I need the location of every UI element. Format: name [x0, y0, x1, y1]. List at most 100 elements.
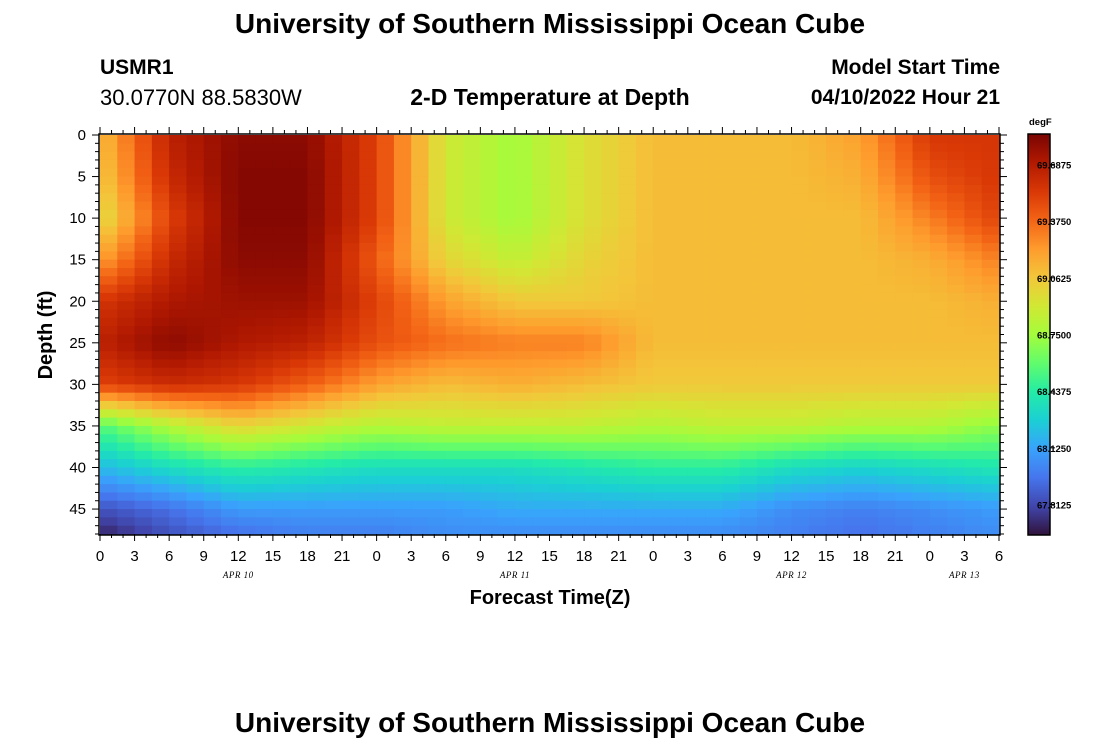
- heatmap-cell: [445, 292, 464, 302]
- heatmap-cell: [877, 359, 896, 369]
- heatmap-cell: [549, 342, 568, 352]
- heatmap-cell: [566, 259, 585, 269]
- heatmap-cell: [929, 193, 948, 203]
- heatmap-cell: [929, 309, 948, 319]
- heatmap-cell: [463, 409, 481, 419]
- heatmap-cell: [566, 284, 585, 294]
- heatmap-cell: [359, 434, 378, 444]
- heatmap-cell: [860, 409, 879, 419]
- heatmap-cell: [238, 509, 257, 518]
- heatmap-cell: [151, 417, 170, 427]
- heatmap-cell: [428, 176, 447, 186]
- heatmap-cell: [151, 168, 170, 178]
- heatmap-cell: [791, 500, 810, 510]
- heatmap-cell: [445, 367, 464, 377]
- heatmap-cell: [618, 184, 637, 194]
- heatmap-cell: [843, 425, 862, 435]
- heatmap-cell: [912, 342, 931, 352]
- heatmap-cell: [221, 268, 239, 277]
- heatmap-cell: [221, 442, 239, 452]
- heatmap-cell: [618, 392, 637, 402]
- heatmap-cell: [808, 259, 827, 269]
- heatmap-cell: [774, 342, 793, 352]
- heatmap-cell: [480, 201, 499, 211]
- heatmap-cell: [877, 417, 896, 427]
- heatmap-cell: [428, 151, 447, 161]
- heatmap-cell: [272, 243, 291, 252]
- heatmap-cell: [635, 309, 654, 319]
- heatmap-cell: [895, 176, 914, 186]
- heatmap-cell: [981, 218, 1000, 228]
- heatmap-cell: [705, 459, 723, 469]
- heatmap-cell: [307, 251, 326, 261]
- heatmap-cell: [445, 442, 464, 452]
- heatmap-cell: [428, 417, 447, 427]
- heatmap-cell: [601, 284, 620, 294]
- heatmap-cell: [272, 525, 291, 535]
- heatmap-cell: [843, 525, 862, 535]
- heatmap-cell: [100, 450, 118, 460]
- heatmap-cell: [912, 135, 931, 144]
- heatmap-cell: [774, 309, 793, 319]
- heatmap-cell: [497, 334, 516, 344]
- heatmap-cell: [290, 450, 309, 460]
- heatmap-cell: [826, 151, 845, 161]
- heatmap-cell: [393, 392, 412, 402]
- heatmap-cell: [497, 135, 516, 144]
- heatmap-cell: [964, 417, 983, 427]
- heatmap-cell: [860, 484, 879, 494]
- heatmap-cell: [151, 434, 170, 444]
- heatmap-cell: [687, 525, 706, 535]
- heatmap-cell: [186, 159, 205, 169]
- heatmap-cell: [791, 226, 810, 236]
- heatmap-cell: [117, 367, 136, 377]
- heatmap-cell: [860, 317, 879, 327]
- heatmap-cell: [895, 193, 914, 203]
- heatmap-cell: [376, 392, 395, 402]
- heatmap-cell: [843, 143, 862, 153]
- heatmap-cell: [463, 467, 481, 477]
- heatmap-cell: [687, 484, 706, 494]
- heatmap-cell: [705, 342, 723, 352]
- heatmap-cell: [532, 151, 551, 161]
- heatmap-cell: [653, 184, 672, 194]
- heatmap-cell: [134, 450, 153, 460]
- heatmap-cell: [653, 284, 672, 294]
- heatmap-cell: [428, 301, 447, 311]
- heatmap-cell: [791, 401, 810, 410]
- heatmap-cell: [670, 334, 689, 344]
- heatmap-cell: [342, 342, 360, 352]
- heatmap-cell: [290, 334, 309, 344]
- heatmap-cell: [981, 359, 1000, 369]
- heatmap-cell: [687, 425, 706, 435]
- heatmap-cell: [255, 434, 274, 444]
- heatmap-cell: [860, 367, 879, 377]
- heatmap-cell: [134, 317, 153, 327]
- heatmap-cell: [739, 317, 758, 327]
- heatmap-cell: [756, 450, 775, 460]
- heatmap-cell: [756, 184, 775, 194]
- heatmap-cell: [687, 326, 706, 336]
- heatmap-cell: [549, 309, 568, 319]
- heatmap-cell: [653, 392, 672, 402]
- heatmap-cell: [722, 384, 741, 394]
- heatmap-cell: [860, 517, 879, 527]
- heatmap-cell: [791, 484, 810, 494]
- heatmap-cell: [791, 459, 810, 469]
- heatmap-cell: [653, 309, 672, 319]
- heatmap-cell: [411, 226, 430, 236]
- heatmap-cell: [808, 309, 827, 319]
- heatmap-cell: [739, 376, 758, 385]
- heatmap-cell: [687, 234, 706, 244]
- heatmap-cell: [117, 417, 136, 427]
- heatmap-cell: [912, 475, 931, 485]
- heatmap-cell: [843, 475, 862, 485]
- heatmap-cell: [445, 334, 464, 344]
- heatmap-cell: [376, 459, 395, 469]
- heatmap-cell: [238, 259, 257, 269]
- heatmap-cell: [601, 409, 620, 419]
- heatmap-cell: [514, 484, 533, 494]
- heatmap-cell: [221, 276, 239, 286]
- heatmap-cell: [549, 176, 568, 186]
- heatmap-cell: [186, 450, 205, 460]
